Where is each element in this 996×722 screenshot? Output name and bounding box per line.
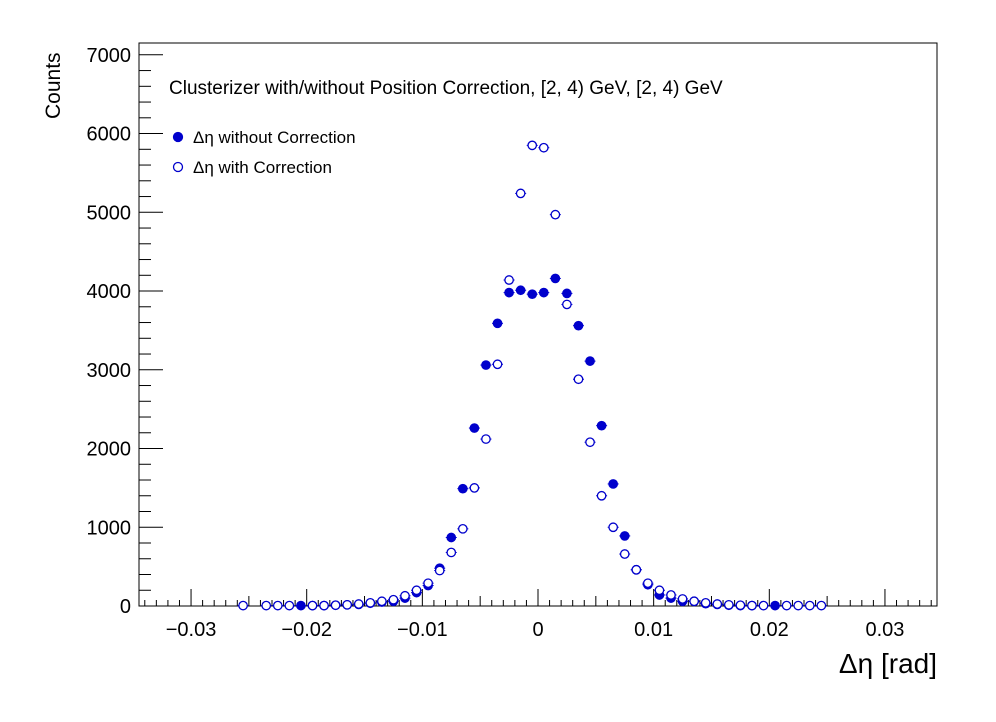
data-point bbox=[793, 600, 804, 611]
data-point bbox=[411, 585, 422, 596]
data-point bbox=[608, 479, 619, 489]
y-tick-label: 2000 bbox=[87, 439, 132, 461]
data-point bbox=[504, 287, 514, 298]
data-point bbox=[515, 188, 526, 199]
x-tick-label: 0.01 bbox=[634, 619, 673, 641]
data-point bbox=[400, 590, 410, 601]
data-point bbox=[457, 483, 468, 494]
y-tick-label: 1000 bbox=[87, 517, 132, 539]
data-point bbox=[527, 289, 538, 300]
chart-title: Clusterizer with/without Position Correc… bbox=[169, 78, 723, 99]
y-tick-label: 6000 bbox=[87, 124, 132, 146]
legend-label-without-correction: Δη without Correction bbox=[193, 128, 356, 147]
data-point bbox=[261, 600, 272, 611]
legend-marker-without-correction bbox=[172, 131, 184, 143]
axes-group: −0.03 −0.02 −0.01 0 0.01 0.02 0.03 0 1000 2000 300… bbox=[87, 42, 938, 641]
series-layer bbox=[237, 140, 827, 611]
y-tick-label: 4000 bbox=[87, 281, 132, 303]
data-point bbox=[423, 578, 433, 589]
data-point bbox=[538, 142, 549, 153]
x-tick-label: −0.01 bbox=[397, 619, 448, 641]
data-point bbox=[608, 522, 619, 533]
y-tick-label: 0 bbox=[120, 596, 131, 618]
data-point bbox=[527, 140, 538, 151]
data-point bbox=[434, 565, 445, 576]
data-point bbox=[643, 578, 653, 589]
data-point bbox=[689, 596, 699, 607]
legend-label-with-correction: Δη with Correction bbox=[193, 158, 332, 177]
data-point bbox=[735, 600, 746, 611]
x-tick-label: −0.02 bbox=[281, 619, 332, 641]
data-point bbox=[631, 564, 642, 575]
data-point bbox=[666, 590, 676, 600]
y-tick-label: 5000 bbox=[87, 202, 132, 224]
data-point bbox=[272, 600, 283, 611]
data-point bbox=[804, 600, 815, 611]
data-point bbox=[550, 273, 561, 284]
data-point bbox=[770, 600, 780, 611]
data-point bbox=[747, 600, 757, 611]
data-point bbox=[538, 287, 549, 298]
data-point bbox=[457, 523, 468, 534]
data-point bbox=[562, 288, 572, 299]
data-point bbox=[619, 531, 630, 541]
data-point bbox=[284, 600, 295, 611]
data-point bbox=[585, 437, 595, 448]
data-point bbox=[446, 532, 457, 543]
data-point bbox=[377, 596, 387, 607]
data-point bbox=[700, 598, 711, 608]
data-point bbox=[654, 585, 665, 596]
data-point bbox=[296, 600, 306, 611]
data-point bbox=[816, 600, 827, 611]
data-point bbox=[585, 356, 595, 366]
data-point bbox=[481, 360, 491, 370]
data-point bbox=[596, 420, 607, 431]
data-point bbox=[573, 320, 584, 331]
x-tick-label: 0.03 bbox=[865, 619, 904, 641]
data-point bbox=[712, 599, 723, 609]
data-point bbox=[550, 209, 561, 220]
data-point bbox=[469, 483, 480, 493]
data-point bbox=[388, 594, 399, 605]
data-point bbox=[319, 600, 329, 611]
data-point bbox=[238, 600, 248, 611]
y-tick-label: 3000 bbox=[87, 360, 132, 382]
x-axis-label: Δη [rad] bbox=[839, 648, 937, 679]
x-tick-label: 0.02 bbox=[750, 619, 789, 641]
data-point bbox=[562, 299, 572, 310]
data-point bbox=[515, 285, 526, 296]
data-point bbox=[353, 599, 364, 609]
data-point bbox=[342, 599, 353, 610]
data-point bbox=[758, 600, 769, 611]
data-point bbox=[723, 599, 734, 610]
legend-marker-with-correction bbox=[172, 161, 184, 173]
data-point bbox=[492, 359, 503, 370]
x-tick-label: 0 bbox=[532, 619, 543, 641]
data-point bbox=[596, 490, 607, 501]
data-point bbox=[677, 594, 688, 604]
data-point bbox=[446, 547, 457, 558]
y-axis-label: Counts bbox=[42, 52, 65, 119]
data-point bbox=[365, 598, 376, 608]
data-point bbox=[619, 549, 630, 559]
legend: Δη without Correction Δη with Correction bbox=[172, 128, 356, 177]
data-point bbox=[307, 600, 318, 611]
data-point bbox=[781, 600, 792, 611]
series-with-correction bbox=[237, 140, 827, 611]
data-point bbox=[504, 275, 514, 285]
data-point bbox=[469, 423, 480, 433]
x-tick-label: −0.03 bbox=[166, 619, 217, 641]
data-point bbox=[330, 600, 341, 611]
y-tick-label: 7000 bbox=[87, 45, 132, 67]
data-point bbox=[481, 434, 491, 444]
data-point bbox=[573, 374, 584, 385]
data-point bbox=[492, 318, 503, 329]
